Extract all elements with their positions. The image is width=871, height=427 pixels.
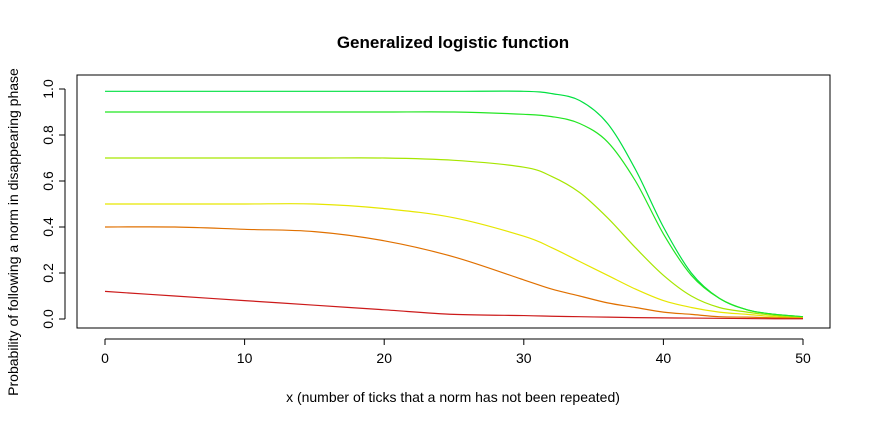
x-tick-label: 10 [237, 350, 253, 366]
series-line-2 [105, 111, 804, 318]
y-axis: 0.0 0.2 0.4 0.6 0.8 1.0 [40, 79, 66, 329]
y-tick-label: 0.0 [40, 309, 56, 329]
x-tick-label: 0 [101, 350, 109, 366]
y-axis-label: Probability of following a norm in disap… [5, 68, 21, 396]
series-lines [104, 90, 804, 320]
series-line-4 [105, 203, 804, 319]
y-tick-label: 0.8 [40, 125, 56, 145]
y-tick-label: 0.2 [40, 263, 56, 283]
x-tick-label: 40 [656, 350, 672, 366]
chart-title: Generalized logistic function [337, 33, 569, 52]
series-line-6 [104, 290, 804, 320]
x-axis: 0 10 20 30 40 50 [101, 338, 811, 366]
y-tick-label: 0.6 [40, 171, 56, 191]
x-axis-label: x (number of ticks that a norm has not b… [286, 389, 620, 405]
y-tick-label: 0.4 [40, 217, 56, 237]
series-line-3 [104, 157, 804, 319]
plot-frame [76, 74, 831, 329]
x-tick-label: 30 [516, 350, 532, 366]
x-tick-label: 50 [795, 350, 811, 366]
x-tick-label: 20 [376, 350, 392, 366]
y-tick-label: 1.0 [40, 79, 56, 99]
series-line-5 [104, 226, 804, 319]
